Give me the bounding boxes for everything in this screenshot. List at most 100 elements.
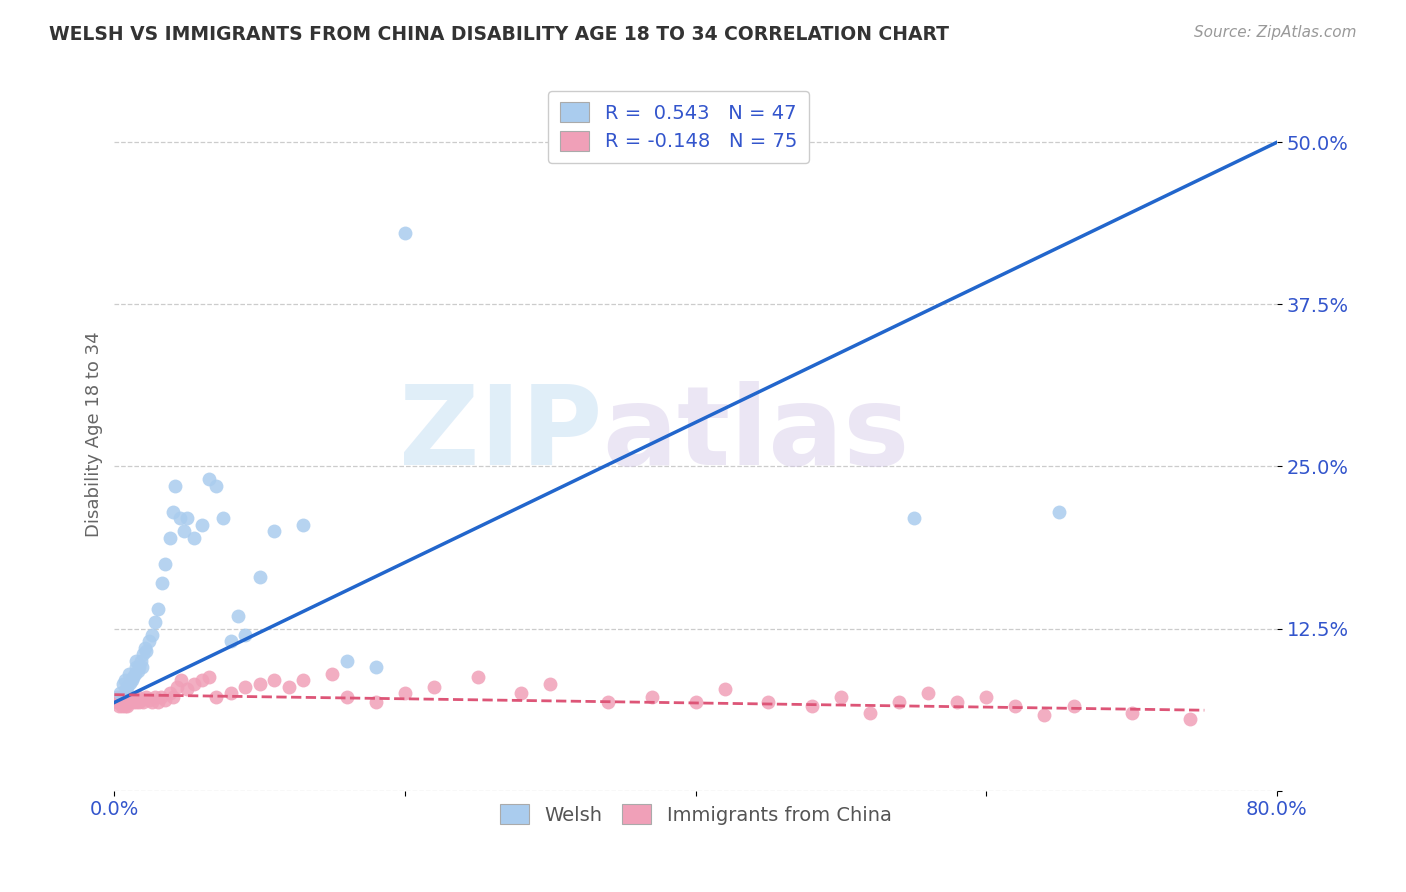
Point bbox=[135, 643, 157, 657]
Point bbox=[364, 660, 387, 674]
Point bbox=[219, 634, 242, 648]
Point bbox=[132, 695, 155, 709]
Point bbox=[114, 693, 136, 707]
Point bbox=[129, 693, 152, 707]
Point bbox=[155, 557, 177, 571]
Point bbox=[162, 690, 184, 705]
Point bbox=[205, 690, 228, 705]
Point bbox=[159, 531, 181, 545]
Point bbox=[292, 517, 315, 532]
Point bbox=[198, 669, 221, 683]
Point bbox=[233, 680, 256, 694]
Point bbox=[976, 690, 998, 705]
Point bbox=[176, 682, 198, 697]
Point bbox=[114, 699, 136, 714]
Point bbox=[110, 686, 132, 700]
Point bbox=[467, 669, 489, 683]
Point bbox=[111, 693, 134, 707]
Point bbox=[125, 660, 148, 674]
Point bbox=[115, 682, 138, 697]
Point bbox=[125, 654, 148, 668]
Point bbox=[143, 690, 166, 705]
Point bbox=[134, 640, 156, 655]
Point bbox=[117, 680, 139, 694]
Point bbox=[800, 699, 823, 714]
Point bbox=[110, 690, 132, 705]
Point bbox=[165, 479, 187, 493]
Point bbox=[110, 695, 132, 709]
Text: Source: ZipAtlas.com: Source: ZipAtlas.com bbox=[1194, 25, 1357, 40]
Point bbox=[122, 669, 145, 683]
Point bbox=[336, 690, 359, 705]
Point bbox=[120, 695, 142, 709]
Point bbox=[198, 472, 221, 486]
Point bbox=[1033, 708, 1056, 723]
Point bbox=[394, 686, 416, 700]
Point bbox=[117, 699, 139, 714]
Point bbox=[538, 677, 561, 691]
Point bbox=[166, 680, 188, 694]
Point bbox=[205, 479, 228, 493]
Point bbox=[394, 226, 416, 240]
Point bbox=[122, 695, 145, 709]
Point bbox=[118, 690, 141, 705]
Point bbox=[249, 677, 271, 691]
Point bbox=[183, 677, 205, 691]
Point bbox=[162, 505, 184, 519]
Point bbox=[685, 695, 707, 709]
Point bbox=[277, 680, 299, 694]
Y-axis label: Disability Age 18 to 34: Disability Age 18 to 34 bbox=[86, 331, 103, 537]
Legend: Welsh, Immigrants from China: Welsh, Immigrants from China bbox=[491, 795, 901, 834]
Point bbox=[115, 695, 138, 709]
Point bbox=[1178, 712, 1201, 726]
Point bbox=[1047, 505, 1070, 519]
Point bbox=[903, 511, 925, 525]
Point bbox=[138, 693, 160, 707]
Point bbox=[107, 699, 129, 714]
Point bbox=[115, 690, 138, 705]
Point bbox=[423, 680, 446, 694]
Point bbox=[135, 690, 157, 705]
Point bbox=[127, 665, 149, 679]
Point bbox=[118, 695, 141, 709]
Point bbox=[169, 511, 191, 525]
Point bbox=[104, 693, 127, 707]
Point bbox=[917, 686, 939, 700]
Point bbox=[159, 686, 181, 700]
Point bbox=[127, 690, 149, 705]
Text: WELSH VS IMMIGRANTS FROM CHINA DISABILITY AGE 18 TO 34 CORRELATION CHART: WELSH VS IMMIGRANTS FROM CHINA DISABILIT… bbox=[49, 25, 949, 44]
Point bbox=[105, 690, 128, 705]
Point bbox=[129, 654, 152, 668]
Point bbox=[321, 667, 343, 681]
Point bbox=[131, 660, 153, 674]
Point bbox=[141, 628, 163, 642]
Point bbox=[336, 654, 359, 668]
Point bbox=[125, 695, 148, 709]
Point bbox=[510, 686, 533, 700]
Point bbox=[124, 667, 146, 681]
Text: ZIP: ZIP bbox=[399, 381, 603, 488]
Point bbox=[146, 602, 169, 616]
Point bbox=[117, 693, 139, 707]
Point bbox=[263, 524, 285, 539]
Point bbox=[946, 695, 969, 709]
Point bbox=[120, 676, 142, 690]
Point bbox=[143, 615, 166, 629]
Point bbox=[1063, 699, 1085, 714]
Point bbox=[1004, 699, 1026, 714]
Point bbox=[226, 608, 249, 623]
Point bbox=[713, 682, 735, 697]
Point bbox=[155, 693, 177, 707]
Point bbox=[183, 531, 205, 545]
Point bbox=[107, 693, 129, 707]
Point bbox=[141, 695, 163, 709]
Point bbox=[138, 634, 160, 648]
Point bbox=[118, 667, 141, 681]
Point bbox=[111, 699, 134, 714]
Point bbox=[249, 569, 271, 583]
Text: atlas: atlas bbox=[603, 381, 910, 488]
Point bbox=[859, 706, 882, 720]
Point bbox=[124, 693, 146, 707]
Point bbox=[364, 695, 387, 709]
Point bbox=[121, 693, 143, 707]
